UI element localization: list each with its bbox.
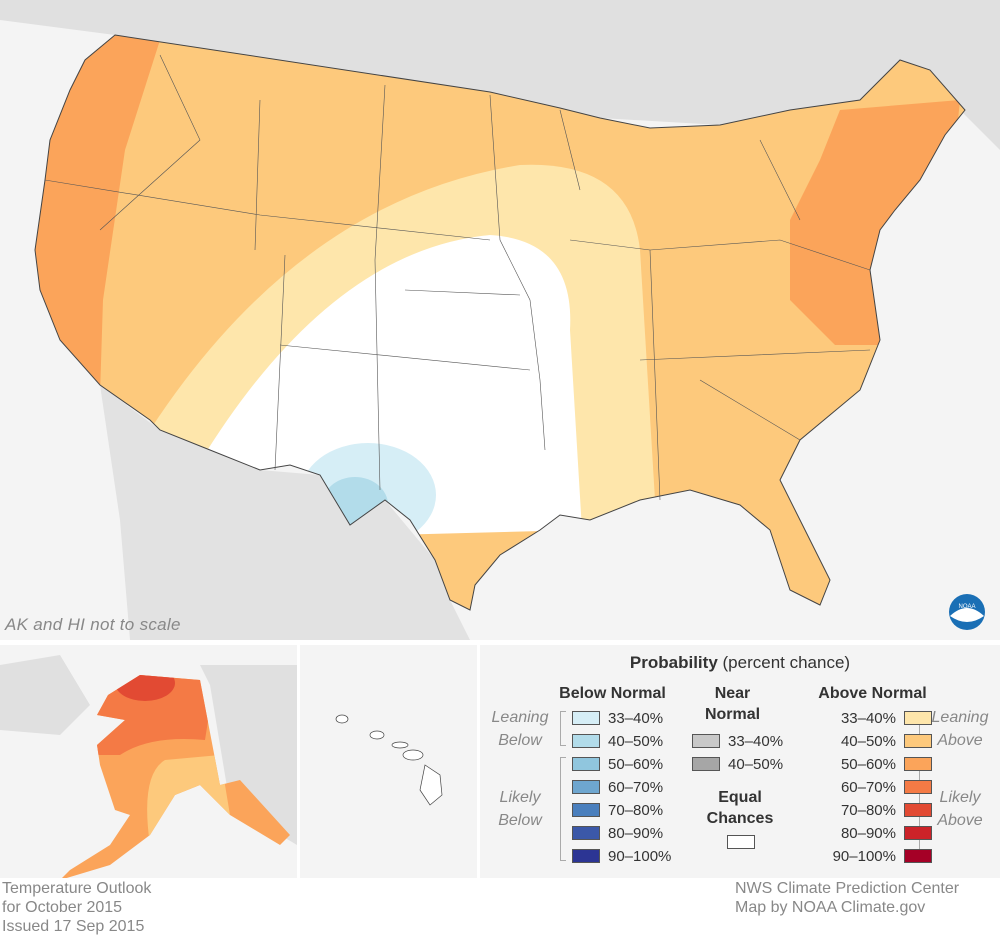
legend-swatch [904, 734, 932, 748]
mexico-landmass [100, 385, 470, 640]
legend-swatch [572, 757, 600, 771]
legend-item-below: 33–40% [572, 708, 663, 728]
legend-label: 50–60% [608, 755, 664, 773]
legend-label: 40–50% [728, 755, 784, 773]
likely-below-label: Likely Below [498, 789, 542, 829]
legend-swatch [904, 803, 932, 817]
legend-label: 70–80% [608, 801, 664, 819]
legend-item-near: 33–40% [692, 731, 783, 751]
alaska-inset [0, 645, 297, 878]
leaning-below-label: Leaning Below [491, 709, 549, 749]
equal-chances-swatch [727, 835, 755, 849]
zone-above-50-60-east [790, 100, 960, 345]
probability-legend: Probability (percent chance) Below Norma… [480, 645, 1000, 878]
legend-label: 33–40% [608, 709, 664, 727]
legend-label: 80–90% [840, 824, 896, 842]
likely-above-label: Likely Above [937, 789, 983, 829]
legend-item-above: 33–40% [786, 708, 932, 728]
legend-label: 50–60% [840, 755, 896, 773]
legend-swatch [692, 757, 720, 771]
legend-item-below: 70–80% [572, 800, 663, 820]
legend-swatch [572, 826, 600, 840]
contiguous-us-map: NOAA AK and HI not to scale [0, 0, 1000, 640]
legend-label: 40–50% [608, 732, 664, 750]
legend-item-near: 40–50% [692, 754, 783, 774]
hawaii-shape [335, 714, 443, 806]
legend-label: 80–90% [608, 824, 664, 842]
us-outlook-map: NOAA [0, 0, 1000, 640]
legend-swatch [572, 849, 600, 863]
legend-title: Probability (percent chance) [629, 653, 851, 672]
svg-text:NOAA: NOAA [958, 604, 975, 610]
legend-swatch [904, 757, 932, 771]
leaning-above-label: Leaning Above [931, 709, 989, 749]
footer-credits: NWS Climate Prediction Center Map by NOAA… [735, 880, 960, 916]
legend-item-above: 60–70% [786, 777, 932, 797]
legend-label: 33–40% [840, 709, 896, 727]
noaa-logo: NOAA [949, 594, 985, 630]
legend-item-above: 70–80% [786, 800, 932, 820]
legend-label: 90–100% [608, 847, 672, 865]
legend-swatch [572, 803, 600, 817]
legend-item-above: 80–90% [786, 823, 932, 843]
below-normal-header: Below Normal [559, 685, 666, 702]
footer-title: Temperature Outlook for October 2015 Issue… [2, 880, 152, 935]
state-borders [44, 54, 871, 501]
equal-chances-header: Equal Chances [706, 789, 774, 827]
legend-swatch [904, 826, 932, 840]
legend-item-below: 80–90% [572, 823, 663, 843]
legend-label: 60–70% [608, 778, 664, 796]
legend-swatch [572, 711, 600, 725]
scale-note: AK and HI not to scale [5, 615, 181, 634]
legend-label: 70–80% [840, 801, 896, 819]
legend-label: 40–50% [840, 732, 896, 750]
legend-swatch [904, 849, 932, 863]
legend-swatch [904, 711, 932, 725]
legend-item-below: 90–100% [572, 846, 671, 866]
canada-landmass [0, 0, 1000, 150]
legend-item-above: 40–50% [786, 731, 932, 751]
legend-swatch [572, 734, 600, 748]
legend-item-below: 50–60% [572, 754, 663, 774]
zone-equal-chances [200, 235, 582, 540]
legend-swatch [692, 734, 720, 748]
legend-swatch [572, 780, 600, 794]
hawaii-inset [300, 645, 477, 878]
near-normal-header: Near Normal [704, 685, 761, 723]
legend-label: 33–40% [728, 732, 784, 750]
legend-swatch [904, 780, 932, 794]
above-normal-header: Above Normal [818, 685, 927, 702]
legend-item-below: 60–70% [572, 777, 663, 797]
legend-item-above: 90–100% [786, 846, 932, 866]
legend-item-below: 40–50% [572, 731, 663, 751]
legend-label: 90–100% [832, 847, 896, 865]
legend-label: 60–70% [840, 778, 896, 796]
legend-item-above: 50–60% [786, 754, 932, 774]
